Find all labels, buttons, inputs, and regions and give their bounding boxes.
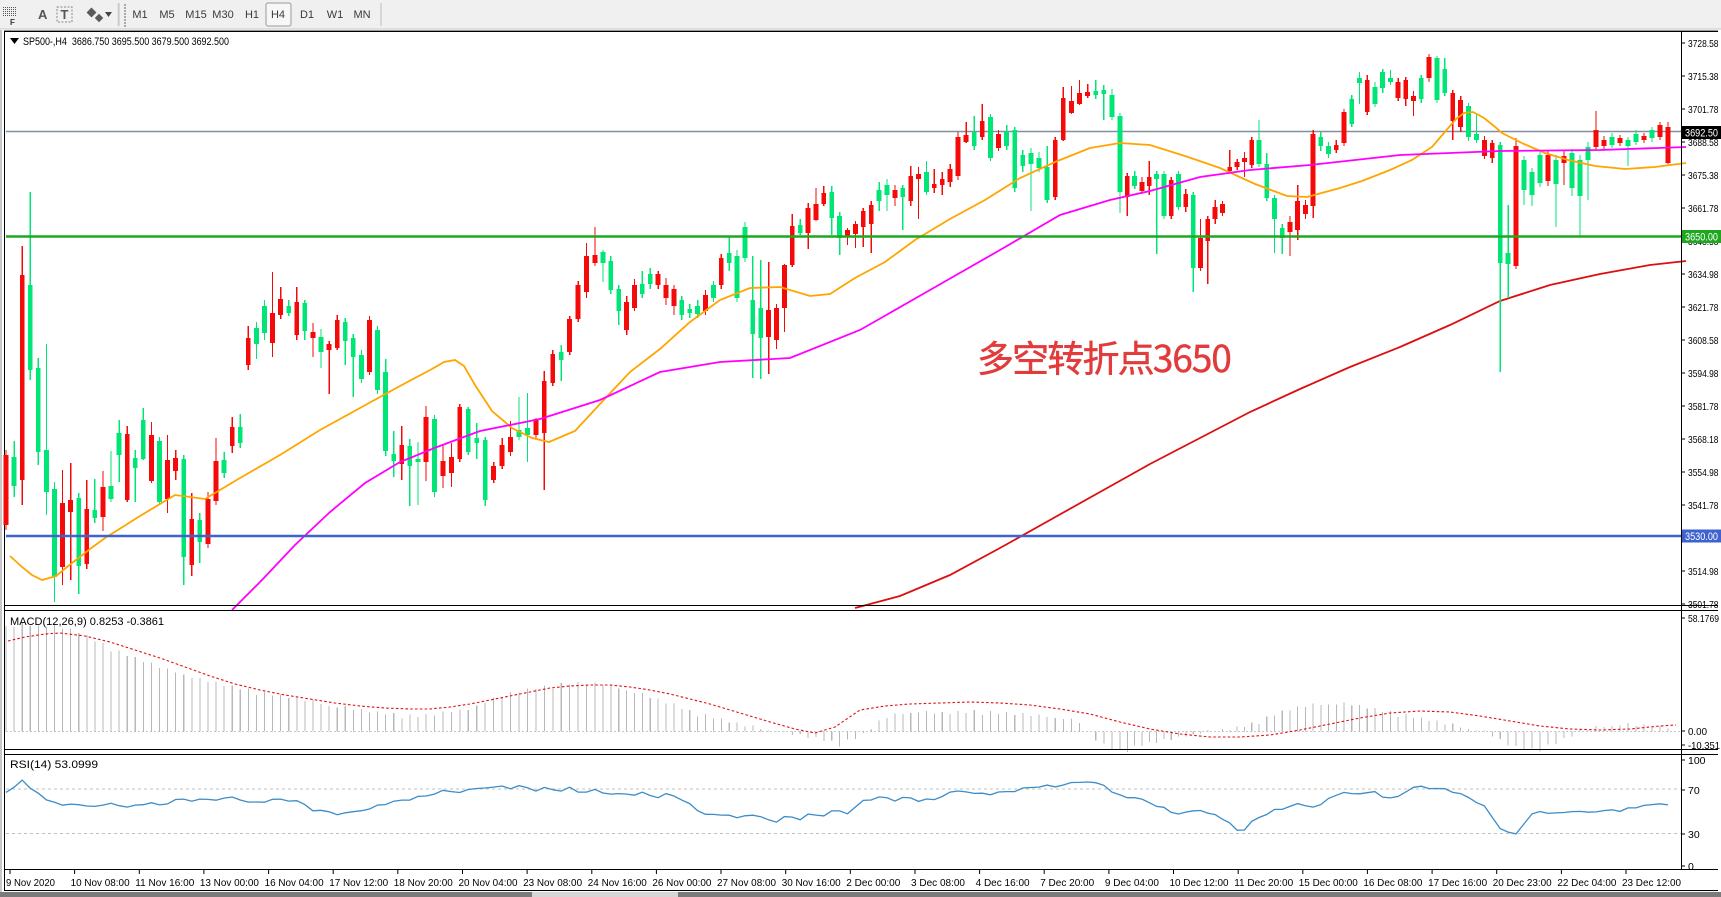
svg-text:3634.98: 3634.98 [1688, 269, 1719, 281]
svg-text:3608.58: 3608.58 [1688, 335, 1719, 347]
svg-text:3554.98: 3554.98 [1688, 467, 1719, 479]
svg-text:20 Dec 23:00: 20 Dec 23:00 [1493, 877, 1552, 889]
svg-text:16 Nov 04:00: 16 Nov 04:00 [265, 877, 324, 889]
svg-text:0.00: 0.00 [1688, 726, 1707, 738]
svg-text:3692.50: 3692.50 [1685, 128, 1718, 140]
svg-text:17 Dec 16:00: 17 Dec 16:00 [1428, 877, 1487, 889]
svg-text:H1: H1 [245, 9, 259, 21]
svg-text:3501.78: 3501.78 [1688, 599, 1719, 611]
svg-text:15 Dec 00:00: 15 Dec 00:00 [1299, 877, 1358, 889]
svg-text:7 Dec 20:00: 7 Dec 20:00 [1040, 877, 1094, 889]
svg-text:9 Nov 2020: 9 Nov 2020 [6, 877, 55, 889]
svg-text:11 Nov 16:00: 11 Nov 16:00 [135, 877, 194, 889]
svg-text:9 Dec 04:00: 9 Dec 04:00 [1105, 877, 1159, 889]
svg-text:2 Dec 00:00: 2 Dec 00:00 [846, 877, 900, 889]
svg-text:13 Nov 00:00: 13 Nov 00:00 [200, 877, 259, 889]
svg-text:H4: H4 [271, 9, 285, 21]
svg-text:17 Nov 12:00: 17 Nov 12:00 [329, 877, 388, 889]
svg-text:0: 0 [1688, 861, 1694, 873]
svg-text:3530.00: 3530.00 [1685, 531, 1718, 543]
svg-text:A: A [38, 7, 48, 22]
svg-text:30: 30 [1688, 829, 1700, 841]
svg-text:3715.38: 3715.38 [1688, 71, 1719, 83]
svg-text:24 Nov 16:00: 24 Nov 16:00 [588, 877, 647, 889]
svg-text:10 Nov 08:00: 10 Nov 08:00 [71, 877, 130, 889]
svg-text:100: 100 [1688, 755, 1706, 767]
svg-text:11 Dec 20:00: 11 Dec 20:00 [1234, 877, 1293, 889]
svg-text:3514.98: 3514.98 [1688, 566, 1719, 578]
svg-text:27 Nov 08:00: 27 Nov 08:00 [717, 877, 776, 889]
svg-text:W1: W1 [327, 9, 344, 21]
svg-text:3701.78: 3701.78 [1688, 104, 1719, 116]
svg-text:3621.78: 3621.78 [1688, 302, 1719, 314]
svg-text:3661.78: 3661.78 [1688, 203, 1719, 215]
svg-text:SP500-,H4 3686.750 3695.500 3: SP500-,H4 3686.750 3695.500 3679.500 369… [23, 36, 229, 48]
svg-text:23 Nov 08:00: 23 Nov 08:00 [523, 877, 582, 889]
svg-text:D1: D1 [300, 9, 314, 21]
svg-text:10 Dec 12:00: 10 Dec 12:00 [1170, 877, 1229, 889]
svg-text:-10.351: -10.351 [1688, 740, 1720, 752]
svg-text:4 Dec 16:00: 4 Dec 16:00 [976, 877, 1030, 889]
svg-text:MACD(12,26,9) 0.8253 -0.3861: MACD(12,26,9) 0.8253 -0.3861 [10, 616, 164, 628]
svg-text:20 Nov 04:00: 20 Nov 04:00 [459, 877, 518, 889]
svg-text:22 Dec 04:00: 22 Dec 04:00 [1557, 877, 1616, 889]
svg-text:70: 70 [1688, 785, 1700, 797]
svg-text:3581.78: 3581.78 [1688, 401, 1719, 413]
svg-text:M15: M15 [185, 9, 206, 21]
svg-text:3568.18: 3568.18 [1688, 434, 1719, 446]
svg-text:MN: MN [353, 9, 370, 21]
svg-text:3594.98: 3594.98 [1688, 368, 1719, 380]
svg-text:26 Nov 00:00: 26 Nov 00:00 [652, 877, 711, 889]
svg-text:M5: M5 [159, 9, 174, 21]
svg-text:18 Nov 20:00: 18 Nov 20:00 [394, 877, 453, 889]
svg-text:3 Dec 08:00: 3 Dec 08:00 [911, 877, 965, 889]
svg-text:3688.58: 3688.58 [1688, 137, 1719, 149]
svg-text:58.1769: 58.1769 [1688, 613, 1719, 625]
svg-text:RSI(14) 53.0999: RSI(14) 53.0999 [10, 759, 98, 771]
svg-text:3650.00: 3650.00 [1685, 232, 1718, 244]
svg-text:F: F [10, 18, 15, 27]
svg-text:3675.38: 3675.38 [1688, 170, 1719, 182]
svg-text:3541.78: 3541.78 [1688, 500, 1719, 512]
svg-text:M1: M1 [132, 9, 147, 21]
svg-text:16 Dec 08:00: 16 Dec 08:00 [1363, 877, 1422, 889]
svg-text:M30: M30 [212, 9, 233, 21]
svg-text:30 Nov 16:00: 30 Nov 16:00 [782, 877, 841, 889]
svg-text:3728.58: 3728.58 [1688, 38, 1719, 50]
svg-text:23 Dec 12:00: 23 Dec 12:00 [1622, 877, 1681, 889]
svg-text:T: T [61, 7, 69, 22]
